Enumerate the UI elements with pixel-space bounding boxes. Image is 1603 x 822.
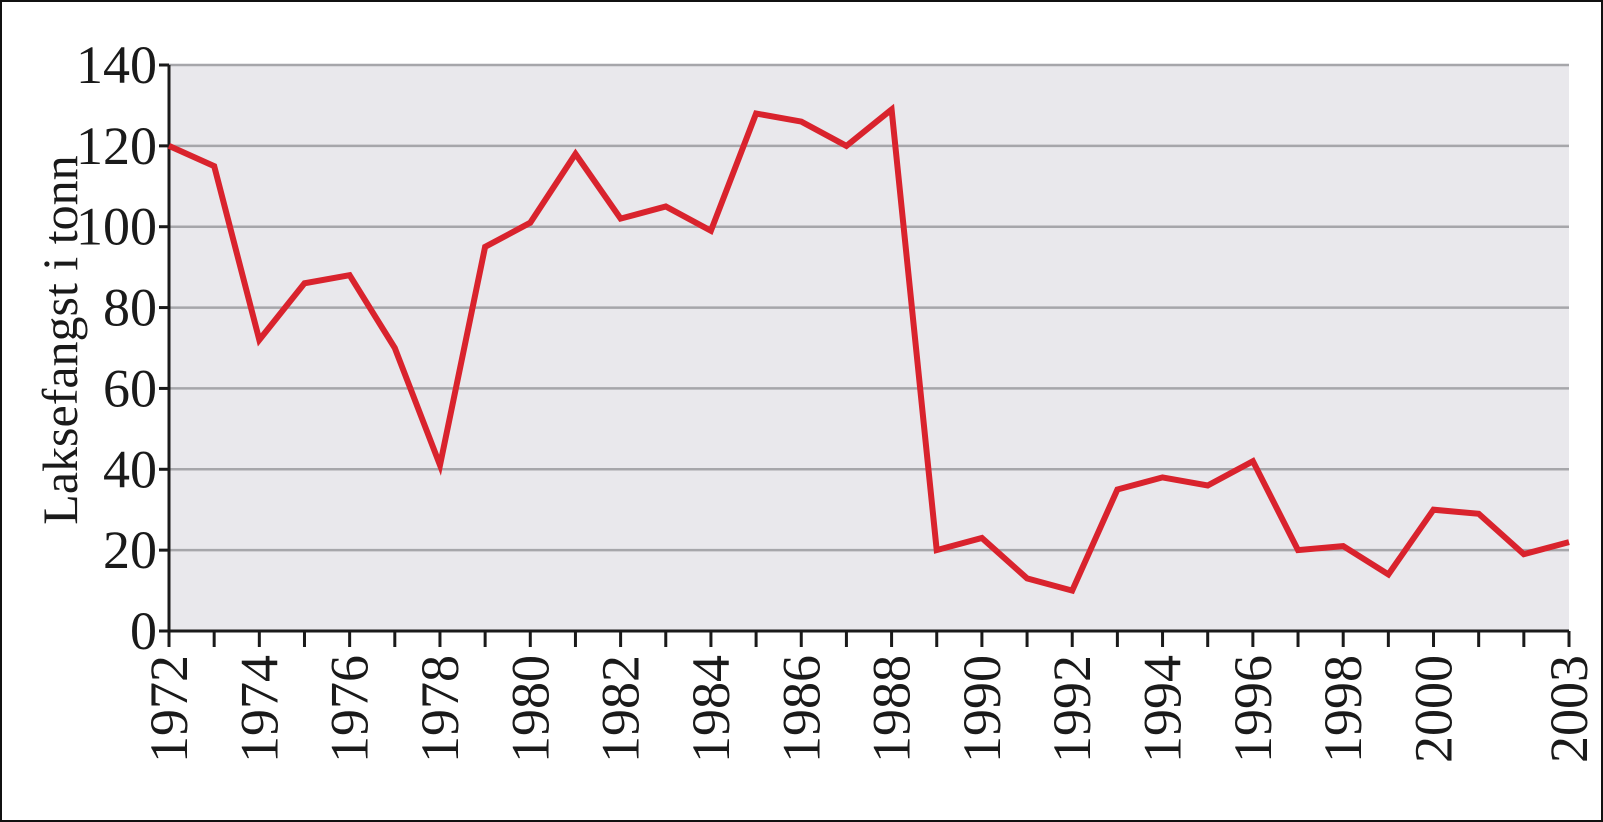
y-tick-label: 120: [76, 116, 157, 176]
y-tick-label: 100: [76, 197, 157, 257]
y-tick-label: 20: [103, 520, 157, 580]
y-tick-label: 0: [130, 601, 157, 661]
y-tick-label: 40: [103, 439, 157, 499]
x-tick-label: 1982: [591, 655, 651, 763]
plot-area: [169, 65, 1569, 631]
y-axis-title: Laksefangst i tonn: [32, 155, 88, 524]
x-tick-label: 1988: [862, 655, 922, 763]
series-layer: [167, 103, 1570, 595]
x-tick-label: 1986: [771, 655, 831, 763]
grid-lines: [169, 63, 1569, 552]
x-tick-label: 1992: [1042, 655, 1102, 763]
x-tick-label: 1978: [410, 655, 470, 763]
x-tick-label: 1984: [681, 655, 741, 763]
y-tick-label: 140: [76, 35, 157, 95]
x-tick-label: 1994: [1133, 655, 1193, 763]
x-tick-label: 1998: [1313, 655, 1373, 763]
x-tick-label: 1976: [320, 655, 380, 763]
x-tick-label: 2003: [1539, 655, 1599, 763]
x-tick-label: 1980: [500, 655, 560, 763]
x-axis: 1972 1974 1976 1978 1980 1982 1984 1986 1988 1990…: [139, 629, 1599, 763]
x-tick-label: 1972: [139, 655, 199, 763]
x-tick-label: 2000: [1404, 655, 1464, 763]
x-tick-label: 1996: [1223, 655, 1283, 763]
x-tick-label: 1990: [952, 655, 1012, 763]
x-tick-label: 1974: [229, 655, 289, 763]
y-axis: 0 20 40 60 80 100 120 140: [76, 35, 171, 661]
y-tick-label: 60: [103, 358, 157, 418]
y-tick-label: 80: [103, 278, 157, 338]
series-line: [167, 103, 1570, 595]
